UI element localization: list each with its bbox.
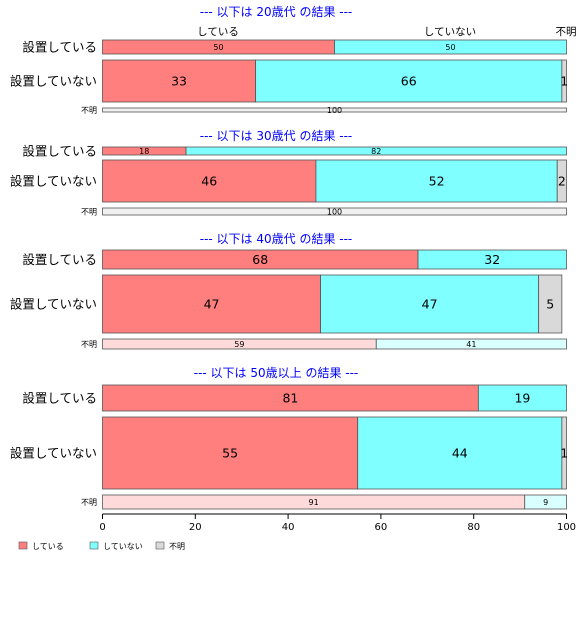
bar-segment bbox=[334, 39, 567, 55]
x-tick-label: 80 bbox=[467, 522, 480, 533]
header-label-yes: している bbox=[197, 26, 239, 38]
row-label: 設置していない bbox=[10, 174, 97, 189]
x-tick-label: 100 bbox=[557, 522, 576, 533]
bar-value-label: 52 bbox=[429, 174, 445, 189]
bar-value-label: 47 bbox=[204, 297, 220, 312]
bar-value-label: 2 bbox=[558, 174, 566, 189]
header-label-unknown: 不明 bbox=[556, 26, 577, 38]
panel-title: --- 以下は 20歳代 の結果 --- bbox=[200, 5, 353, 19]
header-label-no: していない bbox=[424, 26, 476, 38]
bar-value-label: 100 bbox=[327, 106, 342, 115]
panel-title: --- 以下は 30歳代 の結果 --- bbox=[200, 129, 353, 143]
x-tick-label: 0 bbox=[99, 522, 105, 533]
bar-segment bbox=[375, 338, 567, 350]
bar-segment bbox=[320, 274, 540, 334]
bar-value-label: 59 bbox=[234, 340, 244, 349]
bar-segment bbox=[477, 384, 567, 412]
legend-swatch bbox=[18, 541, 28, 550]
x-tick-label: 20 bbox=[189, 522, 202, 533]
row-label: 不明 bbox=[81, 106, 97, 115]
legend-label: していない bbox=[103, 542, 143, 551]
bar-segment bbox=[561, 416, 567, 490]
bar-segment bbox=[102, 207, 567, 216]
bar-value-label: 68 bbox=[252, 252, 268, 267]
bar-segment bbox=[102, 274, 321, 334]
bar-value-label: 46 bbox=[201, 174, 217, 189]
legend-label: 不明 bbox=[169, 542, 185, 551]
bar-segment bbox=[556, 159, 567, 203]
legend-swatch bbox=[89, 541, 99, 550]
legend-swatch bbox=[155, 541, 165, 550]
bar-value-label: 50 bbox=[445, 43, 455, 52]
bar-value-label: 41 bbox=[466, 340, 476, 349]
row-label: 不明 bbox=[81, 498, 97, 507]
row-label: 不明 bbox=[81, 340, 97, 349]
bar-value-label: 44 bbox=[452, 446, 468, 461]
bar-value-label: 100 bbox=[327, 207, 342, 216]
bar-value-label: 19 bbox=[514, 391, 530, 406]
x-tick-label: 40 bbox=[282, 522, 295, 533]
bar-segment bbox=[538, 274, 563, 334]
bar-value-label: 1 bbox=[560, 74, 568, 89]
legend-label: している bbox=[32, 542, 64, 551]
bar-value-label: 81 bbox=[282, 391, 298, 406]
bar-segment bbox=[524, 494, 567, 510]
x-tick-label: 60 bbox=[375, 522, 388, 533]
row-label: 不明 bbox=[81, 208, 97, 217]
bar-segment bbox=[102, 416, 359, 490]
row-label: 設置していない bbox=[10, 297, 97, 312]
bar-segment bbox=[102, 384, 479, 412]
bar-value-label: 9 bbox=[543, 498, 548, 507]
panel-title: --- 以下は 50歳以上 の結果 --- bbox=[194, 366, 359, 380]
row-label: 設置していない bbox=[10, 74, 97, 89]
row-label: 設置している bbox=[22, 391, 97, 406]
bar-segment bbox=[102, 107, 567, 113]
row-label: 設置していない bbox=[10, 446, 97, 461]
bar-value-label: 66 bbox=[401, 74, 417, 89]
bar-value-label: 18 bbox=[139, 147, 149, 156]
bar-segment bbox=[102, 59, 257, 103]
bar-value-label: 47 bbox=[422, 297, 438, 312]
bar-value-label: 32 bbox=[484, 252, 500, 267]
bar-value-label: 55 bbox=[222, 446, 238, 461]
bar-value-label: 1 bbox=[560, 446, 568, 461]
panel-title: --- 以下は 40歳代 の結果 --- bbox=[200, 232, 353, 246]
bar-value-label: 82 bbox=[371, 147, 381, 156]
bar-segment bbox=[102, 159, 317, 203]
bar-segment bbox=[185, 146, 567, 156]
bar-value-label: 33 bbox=[171, 74, 187, 89]
bar-segment bbox=[315, 159, 558, 203]
bar-value-label: 91 bbox=[309, 498, 319, 507]
row-label: 設置している bbox=[22, 144, 97, 159]
bar-segment bbox=[417, 249, 567, 270]
bar-value-label: 50 bbox=[213, 43, 223, 52]
bar-segment bbox=[561, 59, 567, 103]
bar-segment bbox=[357, 416, 563, 490]
bar-value-label: 5 bbox=[546, 297, 554, 312]
row-label: 設置している bbox=[22, 40, 97, 55]
row-label: 設置している bbox=[22, 252, 97, 267]
